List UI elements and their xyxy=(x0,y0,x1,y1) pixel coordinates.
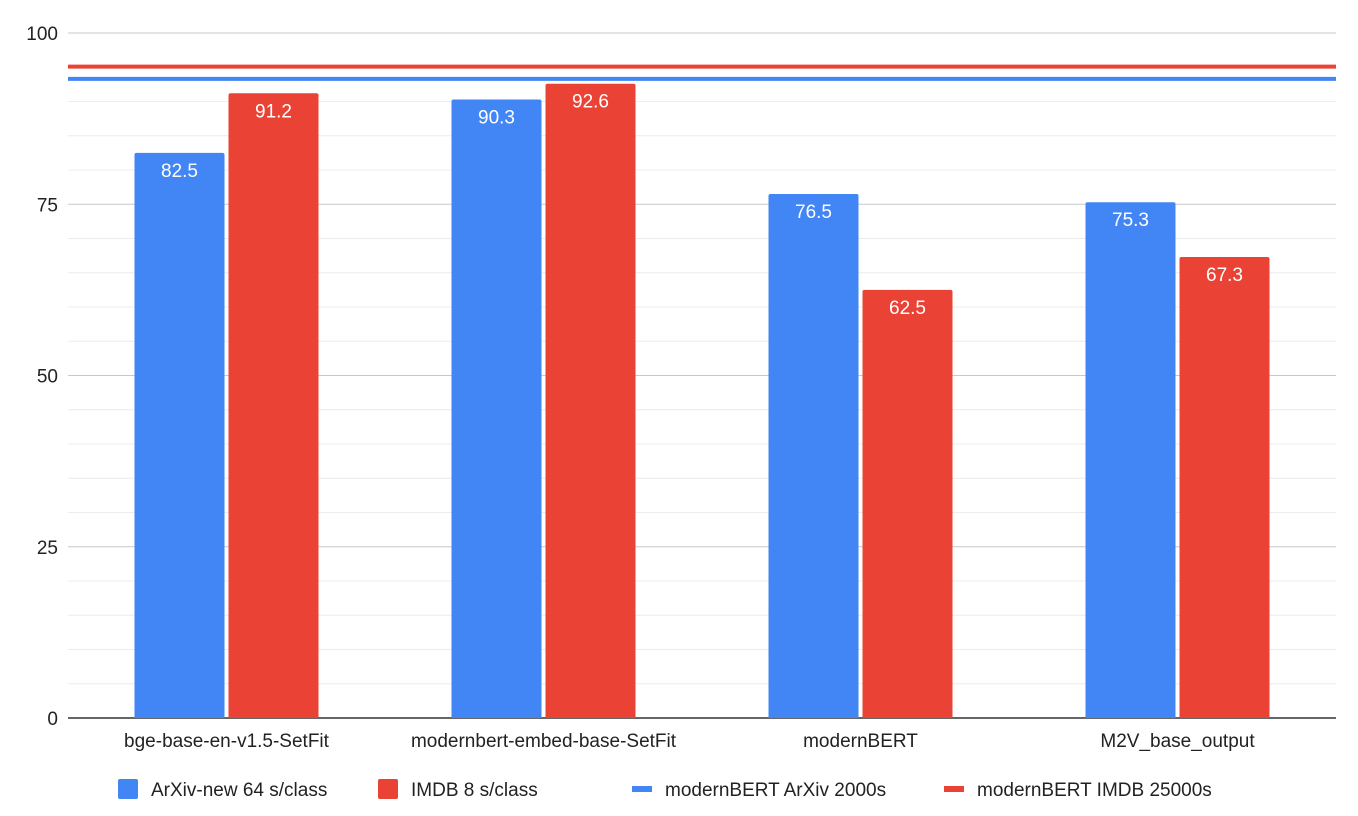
bar xyxy=(545,83,636,718)
legend-label: modernBERT IMDB 25000s xyxy=(977,780,1212,801)
bar-value-label: 76.5 xyxy=(795,202,832,223)
bar-value-label: 67.3 xyxy=(1206,265,1243,286)
bar-value-label: 90.3 xyxy=(478,107,515,128)
bar xyxy=(134,152,225,718)
legend-line-swatch xyxy=(632,786,652,792)
reference-lines xyxy=(68,64,1336,81)
bar xyxy=(768,193,859,719)
category-label: bge-base-en-v1.5-SetFit xyxy=(124,731,330,752)
legend-label: modernBERT ArXiv 2000s xyxy=(665,780,886,801)
legend-swatch xyxy=(378,779,398,799)
legend: ArXiv-new 64 s/class IMDB 8 s/class modern… xyxy=(118,779,1212,801)
legend-line-swatch xyxy=(944,786,964,792)
labels: 0 25 50 75 100 82.5 91.2 bge-base-en-v1.5-SetFi… xyxy=(26,24,1255,752)
bar xyxy=(862,289,953,718)
category-label: modernbert-embed-base-SetFit xyxy=(411,731,677,752)
bar xyxy=(228,93,319,718)
y-tick-label: 50 xyxy=(37,367,58,388)
y-tick-label: 0 xyxy=(47,709,58,730)
bar-value-label: 92.6 xyxy=(572,92,609,113)
legend-label: IMDB 8 s/class xyxy=(411,780,538,801)
category-label: M2V_base_output xyxy=(1100,731,1255,752)
bar-value-label: 75.3 xyxy=(1112,210,1149,231)
bar xyxy=(1179,256,1270,718)
y-tick-label: 100 xyxy=(26,24,58,45)
y-tick-label: 75 xyxy=(37,195,58,216)
bars xyxy=(134,83,1270,719)
bar-value-label: 82.5 xyxy=(161,161,198,182)
bar-value-label: 62.5 xyxy=(889,298,926,319)
bar xyxy=(451,99,542,718)
legend-swatch xyxy=(118,779,138,799)
bar-value-label: 91.2 xyxy=(255,101,292,122)
legend-label: ArXiv-new 64 s/class xyxy=(151,780,327,801)
y-tick-label: 25 xyxy=(37,538,58,559)
bar xyxy=(1085,202,1176,718)
category-label: modernBERT xyxy=(803,731,918,752)
